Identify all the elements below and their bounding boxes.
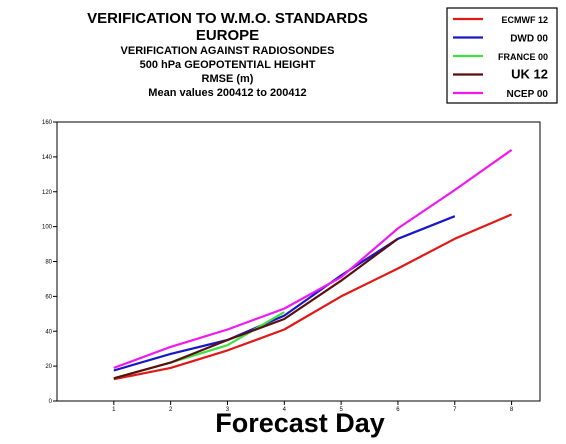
y-tick-label-0: 0 [49,399,53,405]
chart-title: VERIFICATION TO W.M.O. STANDARDS [87,10,368,27]
series-line-uk-12 [113,237,399,380]
legend-label-ncep-00: NCEP 00 [506,89,548,100]
y-tick-label-40: 40 [45,329,52,335]
x-tick-label-4: 4 [283,407,287,413]
y-tick-label-20: 20 [45,364,52,370]
x-tick-label-3: 3 [226,407,230,413]
x-tick-label-6: 6 [396,407,400,413]
y-tick-label-140: 140 [42,155,53,161]
legend-label-ecmwf-12: ECMWF 12 [501,15,548,25]
x-tick-label-7: 7 [453,407,457,413]
legend-label-uk-12: UK 12 [511,67,548,82]
x-tick-label-2: 2 [169,407,173,413]
y-tick-label-160: 160 [42,120,53,126]
y-tick-label-60: 60 [45,294,52,300]
chart-subtitle-1: VERIFICATION AGAINST RADIOSONDES [120,45,335,57]
chart-title-block: VERIFICATION TO W.M.O. STANDARDS EUROPE … [60,10,395,100]
chart-subtitle-4: Mean values 200412 to 200412 [148,87,307,99]
y-tick-label-120: 120 [42,190,53,196]
chart-region: EUROPE [195,27,260,44]
x-tick-label-8: 8 [510,407,514,413]
x-tick-label-1: 1 [112,407,116,413]
series-line-ecmwf-12 [113,213,513,381]
y-tick-label-100: 100 [42,225,53,231]
chart-subtitle-3: RMSE (m) [201,73,254,85]
x-tick-label-5: 5 [339,407,343,413]
series-line-ncep-00 [113,149,513,369]
legend-label-france-00: FRANCE 00 [498,52,548,62]
chart-subtitle-2: 500 hPa GEOPOTENTIAL HEIGHT [139,59,316,71]
x-axis-label: Forecast Day [215,408,385,438]
legend-label-dwd-00: DWD 00 [510,34,548,45]
y-tick-label-80: 80 [45,260,52,266]
